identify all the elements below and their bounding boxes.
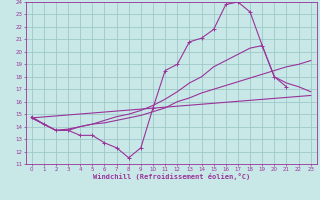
X-axis label: Windchill (Refroidissement éolien,°C): Windchill (Refroidissement éolien,°C) <box>92 173 250 180</box>
